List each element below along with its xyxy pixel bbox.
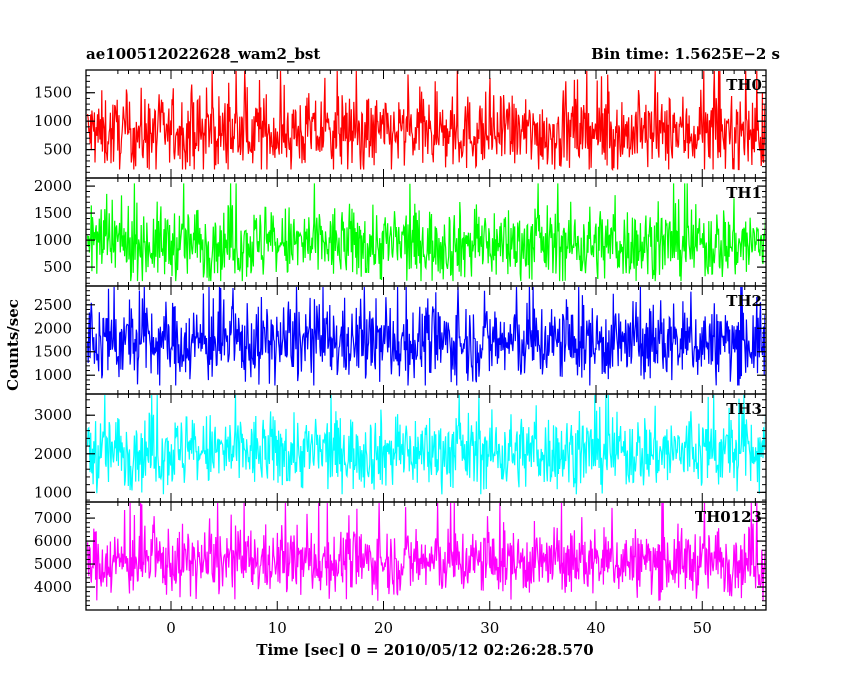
y-tick-label: 500 bbox=[43, 258, 72, 276]
chart-title: ae100512022628_wam2_bst bbox=[86, 45, 320, 63]
panel-label-th2: TH2 bbox=[726, 292, 762, 310]
x-tick-labels: 0 10 20 30 40 50 bbox=[166, 619, 712, 637]
x-axis-label: Time [sec] 0 = 2010/05/12 02:26:28.570 bbox=[256, 641, 593, 659]
y-tick-label: 2500 bbox=[34, 296, 72, 314]
bin-time-label: Bin time: 1.5625E−2 s bbox=[591, 45, 780, 63]
x-tick-label: 10 bbox=[268, 619, 287, 637]
y-tick-label: 1500 bbox=[34, 84, 72, 102]
x-tick-label: 0 bbox=[166, 619, 176, 637]
y-tick-label: 3000 bbox=[34, 406, 72, 424]
y-tick-label: 2000 bbox=[34, 177, 72, 195]
panel-th0: 500 1000 1500 TH0 bbox=[34, 69, 767, 179]
y-tick-label: 2000 bbox=[34, 445, 72, 463]
y-tick-label: 1000 bbox=[34, 231, 72, 249]
series-th0-line bbox=[87, 71, 765, 172]
y-tick-label: 6000 bbox=[34, 532, 72, 550]
y-axis-label: Counts/sec bbox=[4, 299, 22, 391]
y-tick-label: 1000 bbox=[34, 112, 72, 130]
y-tick-label: 4000 bbox=[34, 578, 72, 596]
panels-group: 500 1000 1500 TH0 500 1000 1500 2000 TH1 1000 1500… bbox=[34, 69, 767, 611]
y-tick-label: 1000 bbox=[34, 366, 72, 384]
y-tick-label: 5000 bbox=[34, 555, 72, 573]
panel-label-th0: TH0 bbox=[726, 76, 762, 94]
y-tick-label: 7000 bbox=[34, 509, 72, 527]
panel-th2: 1000 1500 2000 2500 TH2 bbox=[34, 285, 767, 395]
y-tick-label: 1000 bbox=[34, 483, 72, 501]
panel-label-th3: TH3 bbox=[726, 400, 762, 418]
panel-label-th1: TH1 bbox=[726, 184, 762, 202]
x-tick-label: 30 bbox=[480, 619, 499, 637]
y-tick-label: 1500 bbox=[34, 343, 72, 361]
panel-th3: 1000 2000 3000 TH3 bbox=[34, 393, 767, 503]
x-tick-label: 50 bbox=[693, 619, 712, 637]
series-th1-line bbox=[87, 183, 765, 282]
panel-th0123: 4000 5000 6000 7000 TH0123 bbox=[34, 501, 767, 611]
panel-label-th0123: TH0123 bbox=[695, 508, 762, 526]
x-tick-label: 20 bbox=[374, 619, 393, 637]
y-tick-label: 1500 bbox=[34, 204, 72, 222]
series-th2-line bbox=[87, 287, 765, 386]
series-th0123-line bbox=[87, 503, 765, 601]
y-tick-label: 2000 bbox=[34, 319, 72, 337]
y-tick-label: 500 bbox=[43, 141, 72, 159]
panel-th1: 500 1000 1500 2000 TH1 bbox=[34, 177, 767, 287]
x-tick-label: 40 bbox=[586, 619, 605, 637]
series-th3-line bbox=[87, 395, 765, 495]
